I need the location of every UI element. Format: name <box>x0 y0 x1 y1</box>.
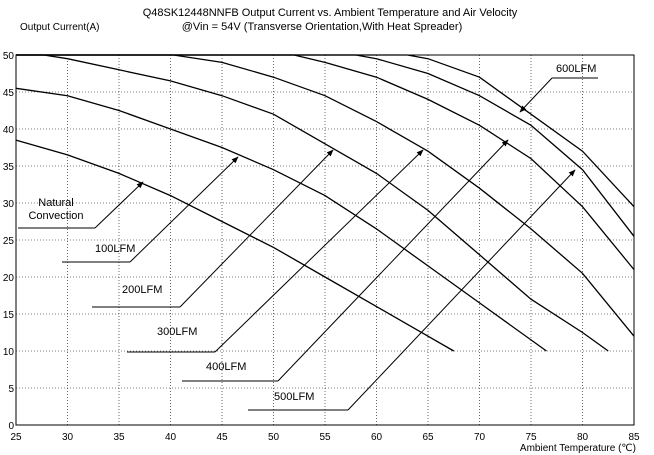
y-tick-label: 45 <box>3 88 15 99</box>
curve <box>16 54 635 337</box>
y-tick-label: 35 <box>3 162 15 173</box>
y-tick-label: 20 <box>3 273 15 284</box>
curve <box>16 54 609 352</box>
callout-arrow <box>519 77 553 113</box>
legend-label: 100LFM <box>95 243 135 255</box>
curve <box>15 139 455 352</box>
callout-arrow <box>347 169 576 411</box>
legend-label: 200LFM <box>122 284 162 296</box>
x-tick-label: 25 <box>10 432 22 443</box>
legend-label: Natural Convection <box>28 197 84 222</box>
legend-label: 300LFM <box>157 326 197 338</box>
callout-arrow <box>214 149 424 353</box>
x-tick-label: 50 <box>268 432 280 443</box>
legend-label: 500LFM <box>274 391 314 403</box>
y-tick-label: 50 <box>3 51 15 62</box>
y-tick-label: 25 <box>3 236 15 247</box>
legend-label: 400LFM <box>206 361 246 373</box>
x-tick-label: 40 <box>165 432 177 443</box>
y-tick-label: 0 <box>8 421 14 432</box>
x-tick-label: 70 <box>474 432 486 443</box>
y-tick-label: 15 <box>3 310 15 321</box>
callout-arrow <box>179 149 334 308</box>
callout-arrow <box>129 156 239 263</box>
curve <box>16 54 635 271</box>
x-tick-label: 35 <box>113 432 125 443</box>
callout-arrow <box>277 139 509 382</box>
y-tick-label: 10 <box>3 347 15 358</box>
x-tick-label: 30 <box>62 432 74 443</box>
x-tick-label: 55 <box>319 432 331 443</box>
chart-title: Q48SK12448NNFB Output Current vs. Ambien… <box>143 7 518 19</box>
x-tick-label: 60 <box>371 432 383 443</box>
curve <box>15 87 547 352</box>
x-axis-label: Ambient Temperature (℃) <box>520 443 636 454</box>
chart-subtitle: @Vin = 54V (Transverse Orientation,With … <box>182 21 462 33</box>
x-tick-label: 85 <box>628 432 640 443</box>
y-axis-label: Output Current(A) <box>20 22 99 33</box>
x-tick-label: 65 <box>422 432 434 443</box>
x-tick-label: 80 <box>577 432 589 443</box>
y-tick-label: 30 <box>3 199 15 210</box>
x-tick-label: 45 <box>216 432 228 443</box>
curve <box>16 54 635 208</box>
legend-label: 600LFM <box>556 63 596 75</box>
y-tick-label: 5 <box>8 384 14 395</box>
y-tick-label: 40 <box>3 125 15 136</box>
x-tick-label: 75 <box>525 432 537 443</box>
callout-arrow <box>94 181 144 229</box>
